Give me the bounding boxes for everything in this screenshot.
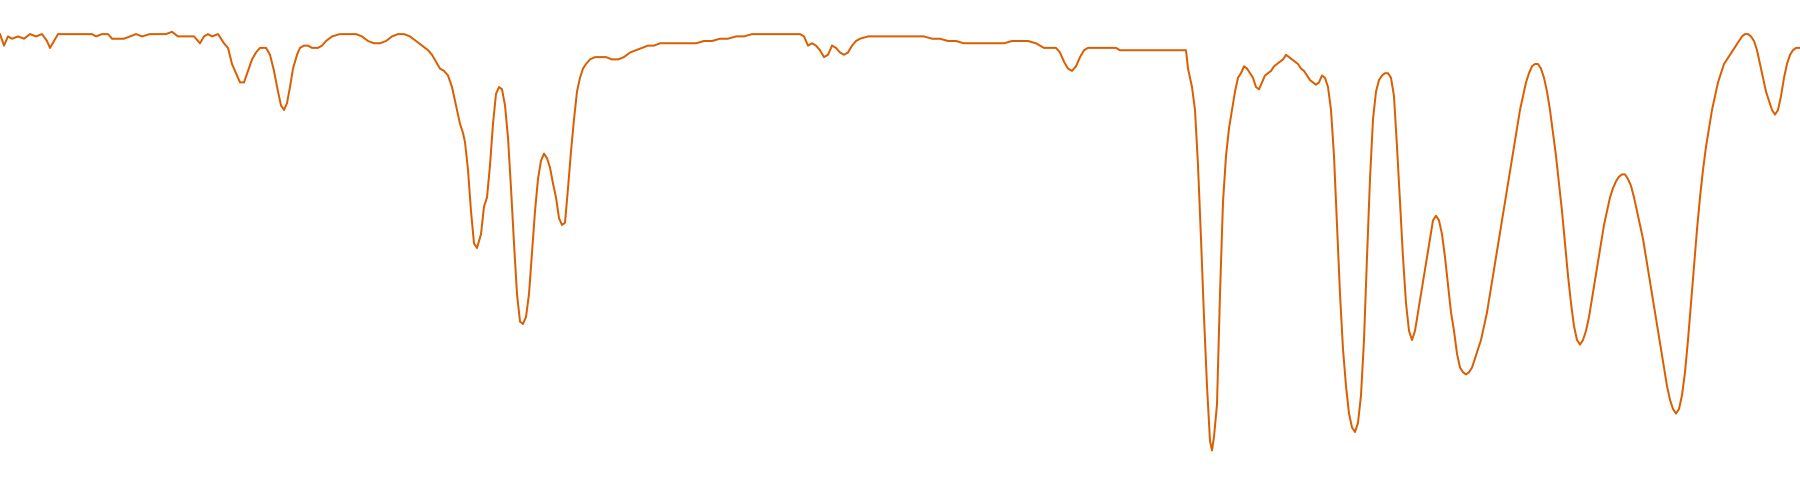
series-line-1 — [0, 30, 1800, 452]
